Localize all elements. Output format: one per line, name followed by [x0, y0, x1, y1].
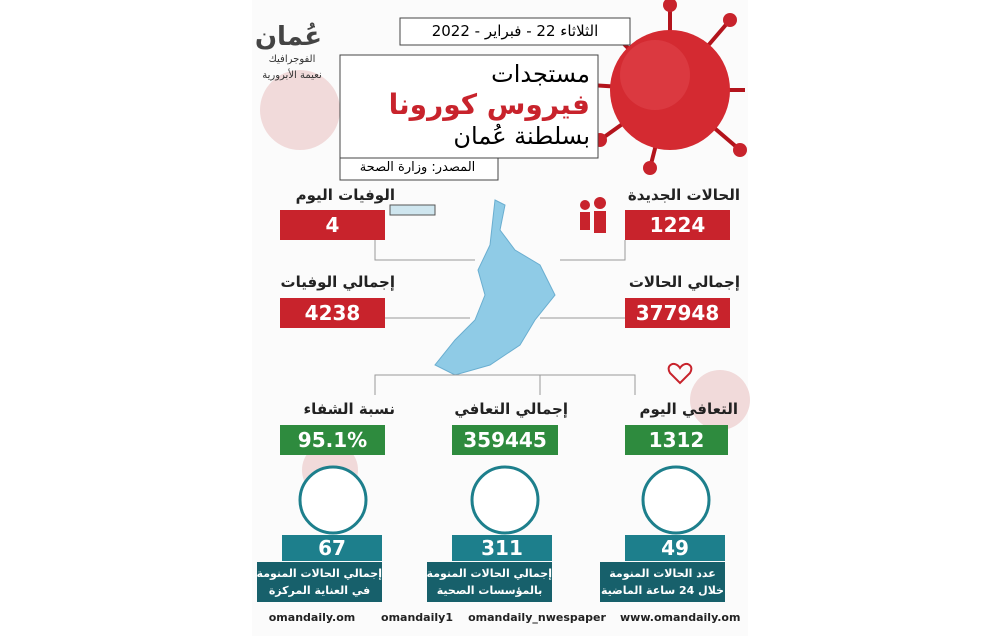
source-box	[339, 157, 499, 181]
stat-label: الوفيات اليوم	[295, 186, 395, 204]
logo-subtitle: الفوجرافيك	[268, 54, 316, 65]
stat-value: 359445	[452, 425, 558, 455]
stat-label: إجمالي التعافي	[454, 400, 568, 418]
hospital-label: إجمالي الحالات المنومة	[427, 562, 552, 582]
stat-label: نسبة الشفاء	[303, 400, 395, 418]
stat-value: 1312	[625, 425, 728, 455]
stat-value: 4238	[280, 298, 385, 328]
footer-link: www.omandaily.om	[620, 611, 741, 624]
stat-label: الحالات الجديدة	[627, 186, 740, 204]
title-line: مستجدات	[491, 60, 590, 88]
footer-link: omandaily1	[381, 611, 453, 624]
date: الثلاثاء 22 - فبراير - 2022	[431, 22, 599, 40]
hospital-value: 67	[282, 535, 382, 561]
heart-icon	[667, 362, 693, 385]
date-box	[399, 17, 631, 46]
title-box	[339, 54, 599, 159]
connectors	[374, 240, 636, 395]
stat-value: 1224	[625, 210, 730, 240]
virus	[583, 0, 747, 175]
hospital-label: إجمالي الحالات المنومة	[257, 562, 382, 582]
map	[434, 199, 556, 376]
author: نعيمة الأبرورية	[262, 70, 322, 81]
title-line: بسلطنة عُمان	[453, 122, 590, 150]
source: المصدر: وزارة الصحة	[359, 160, 476, 175]
footer-link: omandaily.om	[268, 611, 356, 624]
stat-label: إجمالي الوفيات	[280, 273, 396, 291]
hospital-value: 49	[625, 535, 725, 561]
icon-circles	[298, 465, 711, 535]
stat-value: 4	[280, 210, 385, 240]
logo-name: عُمان	[254, 22, 322, 52]
people-icon	[580, 197, 606, 233]
hospital-label: خلال 24 ساعة الماضية	[600, 582, 725, 602]
hospital-label: عدد الحالات المنومة	[600, 562, 725, 582]
stat-label: التعافي اليوم	[639, 400, 738, 418]
title-line: فيروس كورونا	[388, 88, 590, 121]
stat-value: 95.1%	[280, 425, 385, 455]
hospital-label: في العناية المركزة	[257, 582, 382, 602]
footer-link: omandaily_nwespaper	[468, 611, 606, 624]
stat-label: إجمالي الحالات	[628, 273, 740, 291]
hospital-label: بالمؤسسات الصحية	[427, 582, 552, 602]
stat-value: 377948	[625, 298, 730, 328]
bed-icon	[389, 204, 436, 216]
hospital-value: 311	[452, 535, 552, 561]
